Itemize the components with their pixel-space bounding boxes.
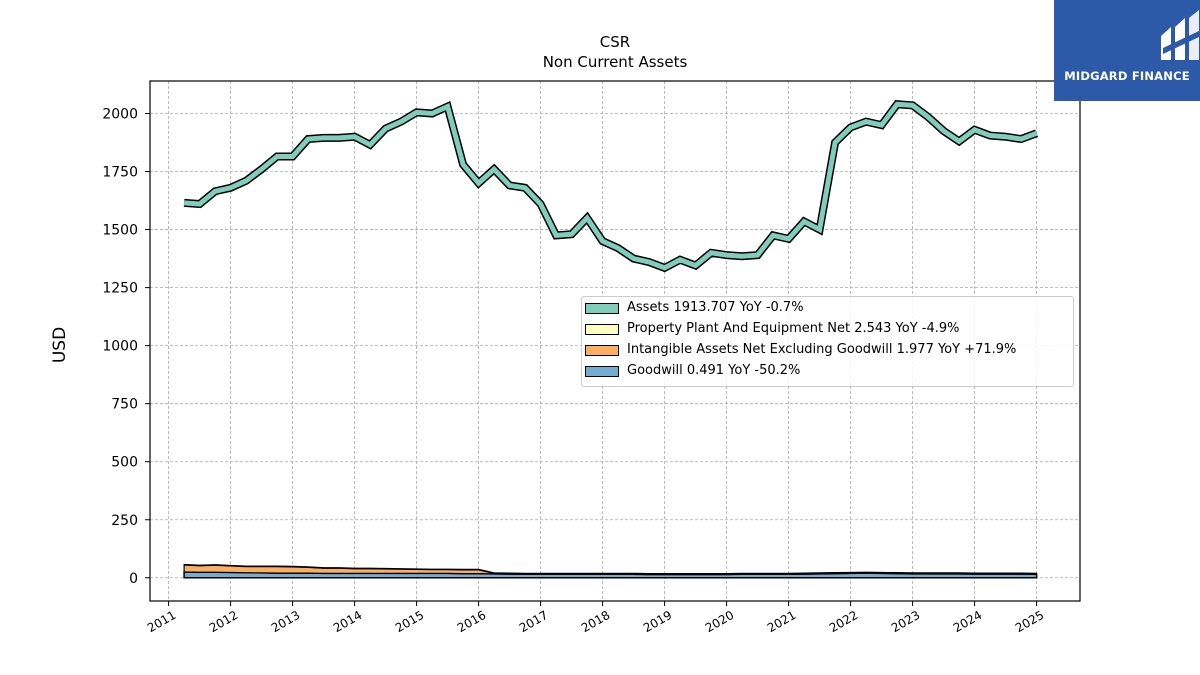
legend: Assets 1913.707 YoY -0.7% Property Plant… <box>581 296 1074 387</box>
x-axis: 2011 2012 2013 2014 2015 2016 2017 2018 2019 2020… <box>145 601 1046 635</box>
y-tick-label: 1500 <box>102 223 138 239</box>
brand-logo: MIDGARD FINANCE <box>1054 0 1200 101</box>
chart-title: CSR <box>599 33 631 51</box>
logo-mark-icon <box>1161 10 1200 60</box>
y-tick-label: 0 <box>129 571 138 587</box>
series-line-assets <box>183 101 1038 271</box>
x-tick-label: 2011 <box>145 608 178 635</box>
x-tick-label: 2013 <box>269 608 302 635</box>
x-tick-label: 2015 <box>393 608 426 635</box>
legend-swatch-ppe <box>585 324 619 335</box>
x-tick-label: 2024 <box>951 608 984 635</box>
y-tick-label: 1000 <box>102 339 138 355</box>
legend-label-goodwill: Goodwill 0.491 YoY -50.2% <box>627 363 801 378</box>
y-tick-label: 750 <box>111 397 138 413</box>
series-group <box>183 100 1039 579</box>
x-tick-label: 2016 <box>455 608 488 635</box>
legend-swatch-intangibles <box>585 345 619 356</box>
logo-text: MIDGARD FINANCE <box>1064 69 1190 83</box>
x-tick-label: 2018 <box>579 608 612 635</box>
chart-subtitle: Non Current Assets <box>542 53 688 71</box>
plot-frame <box>149 80 1081 602</box>
y-tick-label: 1250 <box>102 281 138 297</box>
y-tick-label: 250 <box>111 513 138 529</box>
x-tick-label: 2014 <box>331 608 364 635</box>
x-tick-label: 2025 <box>1013 608 1046 635</box>
y-tick-label: 1750 <box>102 165 138 181</box>
legend-swatch-goodwill <box>585 366 619 377</box>
x-tick-label: 2021 <box>765 608 798 635</box>
x-tick-label: 2017 <box>517 608 550 635</box>
legend-label-assets: Assets 1913.707 YoY -0.7% <box>627 300 804 315</box>
y-tick-label: 500 <box>111 455 138 471</box>
y-tick-label: 2000 <box>102 107 138 123</box>
x-tick-label: 2019 <box>641 608 674 635</box>
x-tick-label: 2023 <box>889 608 922 635</box>
x-tick-label: 2012 <box>207 608 240 635</box>
legend-label-ppe: Property Plant And Equipment Net 2.543 Y… <box>627 321 960 336</box>
x-tick-label: 2022 <box>827 608 860 635</box>
y-axis: 0 250 500 750 1000 1250 1500 1750 2000 <box>102 107 150 587</box>
x-tick-label: 2020 <box>703 608 736 635</box>
legend-label-intangibles: Intangible Assets Net Excluding Goodwill… <box>627 342 1017 357</box>
legend-swatch-assets <box>585 303 619 314</box>
series-area-ppe <box>183 563 1037 575</box>
